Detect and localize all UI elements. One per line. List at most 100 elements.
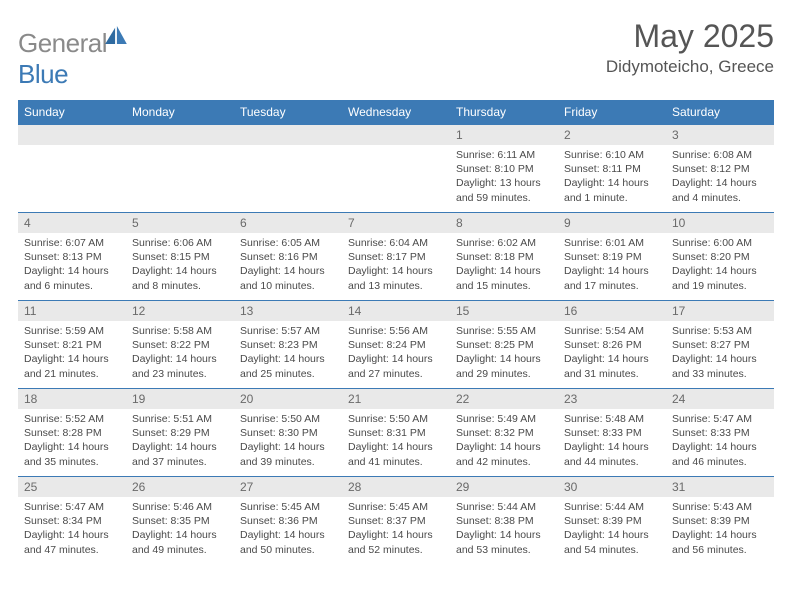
day2-text: and 1 minute.	[564, 191, 660, 205]
sunrise-text: Sunrise: 5:46 AM	[132, 500, 228, 514]
weekday-header: Tuesday	[234, 100, 342, 125]
sunset-text: Sunset: 8:16 PM	[240, 250, 336, 264]
date-number: 26	[126, 477, 234, 498]
day2-text: and 15 minutes.	[456, 279, 552, 293]
sunset-text: Sunset: 8:32 PM	[456, 426, 552, 440]
sunset-text: Sunset: 8:29 PM	[132, 426, 228, 440]
date-number: 12	[126, 301, 234, 322]
sunrise-text: Sunrise: 5:50 AM	[348, 412, 444, 426]
day-detail-row: Sunrise: 5:52 AMSunset: 8:28 PMDaylight:…	[18, 409, 774, 477]
weekday-header: Monday	[126, 100, 234, 125]
sunrise-text: Sunrise: 5:44 AM	[456, 500, 552, 514]
day1-text: Daylight: 14 hours	[456, 264, 552, 278]
day2-text: and 50 minutes.	[240, 543, 336, 557]
day2-text: and 13 minutes.	[348, 279, 444, 293]
day1-text: Daylight: 14 hours	[564, 264, 660, 278]
day-detail-cell: Sunrise: 5:53 AMSunset: 8:27 PMDaylight:…	[666, 321, 774, 389]
day-detail-cell: Sunrise: 5:47 AMSunset: 8:33 PMDaylight:…	[666, 409, 774, 477]
day2-text: and 29 minutes.	[456, 367, 552, 381]
day1-text: Daylight: 14 hours	[564, 176, 660, 190]
day1-text: Daylight: 14 hours	[672, 352, 768, 366]
day1-text: Daylight: 14 hours	[672, 440, 768, 454]
day1-text: Daylight: 14 hours	[24, 528, 120, 542]
date-number: 19	[126, 389, 234, 410]
day2-text: and 4 minutes.	[672, 191, 768, 205]
sunrise-text: Sunrise: 5:56 AM	[348, 324, 444, 338]
sunrise-text: Sunrise: 5:49 AM	[456, 412, 552, 426]
sunrise-text: Sunrise: 5:43 AM	[672, 500, 768, 514]
sunrise-text: Sunrise: 5:45 AM	[240, 500, 336, 514]
sunset-text: Sunset: 8:10 PM	[456, 162, 552, 176]
day2-text: and 49 minutes.	[132, 543, 228, 557]
day-detail-cell: Sunrise: 6:10 AMSunset: 8:11 PMDaylight:…	[558, 145, 666, 213]
day2-text: and 27 minutes.	[348, 367, 444, 381]
date-number: 17	[666, 301, 774, 322]
day1-text: Daylight: 14 hours	[240, 264, 336, 278]
day1-text: Daylight: 14 hours	[672, 528, 768, 542]
date-number: 31	[666, 477, 774, 498]
date-number: 23	[558, 389, 666, 410]
sunset-text: Sunset: 8:21 PM	[24, 338, 120, 352]
day1-text: Daylight: 14 hours	[456, 352, 552, 366]
day-detail-cell: Sunrise: 5:56 AMSunset: 8:24 PMDaylight:…	[342, 321, 450, 389]
sunset-text: Sunset: 8:22 PM	[132, 338, 228, 352]
date-number-row: 25262728293031	[18, 477, 774, 498]
date-number: 8	[450, 213, 558, 234]
sunset-text: Sunset: 8:33 PM	[564, 426, 660, 440]
date-number: 5	[126, 213, 234, 234]
day1-text: Daylight: 14 hours	[348, 352, 444, 366]
day-detail-row: Sunrise: 6:07 AMSunset: 8:13 PMDaylight:…	[18, 233, 774, 301]
day1-text: Daylight: 14 hours	[240, 352, 336, 366]
date-number: 21	[342, 389, 450, 410]
day2-text: and 44 minutes.	[564, 455, 660, 469]
date-number-row: 11121314151617	[18, 301, 774, 322]
date-number: 18	[18, 389, 126, 410]
day2-text: and 37 minutes.	[132, 455, 228, 469]
sunrise-text: Sunrise: 5:58 AM	[132, 324, 228, 338]
sunrise-text: Sunrise: 5:44 AM	[564, 500, 660, 514]
day1-text: Daylight: 14 hours	[132, 440, 228, 454]
date-number-row: 45678910	[18, 213, 774, 234]
sunset-text: Sunset: 8:38 PM	[456, 514, 552, 528]
sunset-text: Sunset: 8:35 PM	[132, 514, 228, 528]
date-number	[342, 125, 450, 146]
day2-text: and 6 minutes.	[24, 279, 120, 293]
calendar-page: GeneralBlue May 2025 Didymoteicho, Greec…	[0, 0, 792, 564]
date-number: 13	[234, 301, 342, 322]
sunrise-text: Sunrise: 5:47 AM	[672, 412, 768, 426]
day-detail-cell: Sunrise: 5:43 AMSunset: 8:39 PMDaylight:…	[666, 497, 774, 564]
sunrise-text: Sunrise: 6:01 AM	[564, 236, 660, 250]
sunrise-text: Sunrise: 5:57 AM	[240, 324, 336, 338]
day-detail-cell: Sunrise: 5:50 AMSunset: 8:31 PMDaylight:…	[342, 409, 450, 477]
date-number: 7	[342, 213, 450, 234]
date-number: 28	[342, 477, 450, 498]
day-detail-cell: Sunrise: 6:02 AMSunset: 8:18 PMDaylight:…	[450, 233, 558, 301]
day1-text: Daylight: 14 hours	[348, 440, 444, 454]
day1-text: Daylight: 14 hours	[564, 440, 660, 454]
day-detail-cell: Sunrise: 6:05 AMSunset: 8:16 PMDaylight:…	[234, 233, 342, 301]
day2-text: and 35 minutes.	[24, 455, 120, 469]
sunset-text: Sunset: 8:28 PM	[24, 426, 120, 440]
brand-text: GeneralBlue	[18, 26, 127, 90]
weekday-header: Thursday	[450, 100, 558, 125]
sunset-text: Sunset: 8:25 PM	[456, 338, 552, 352]
day1-text: Daylight: 14 hours	[348, 264, 444, 278]
sunset-text: Sunset: 8:39 PM	[672, 514, 768, 528]
sunset-text: Sunset: 8:19 PM	[564, 250, 660, 264]
day-detail-cell: Sunrise: 6:00 AMSunset: 8:20 PMDaylight:…	[666, 233, 774, 301]
weekday-header-row: Sunday Monday Tuesday Wednesday Thursday…	[18, 100, 774, 125]
date-number: 25	[18, 477, 126, 498]
day-detail-cell: Sunrise: 5:52 AMSunset: 8:28 PMDaylight:…	[18, 409, 126, 477]
date-number	[18, 125, 126, 146]
date-number: 16	[558, 301, 666, 322]
month-title: May 2025	[606, 18, 774, 55]
day2-text: and 54 minutes.	[564, 543, 660, 557]
day-detail-cell: Sunrise: 6:01 AMSunset: 8:19 PMDaylight:…	[558, 233, 666, 301]
sunset-text: Sunset: 8:17 PM	[348, 250, 444, 264]
date-number-row: 123	[18, 125, 774, 146]
day2-text: and 42 minutes.	[456, 455, 552, 469]
day-detail-cell: Sunrise: 6:06 AMSunset: 8:15 PMDaylight:…	[126, 233, 234, 301]
day-detail-cell: Sunrise: 5:47 AMSunset: 8:34 PMDaylight:…	[18, 497, 126, 564]
day-detail-cell: Sunrise: 5:55 AMSunset: 8:25 PMDaylight:…	[450, 321, 558, 389]
day1-text: Daylight: 14 hours	[348, 528, 444, 542]
